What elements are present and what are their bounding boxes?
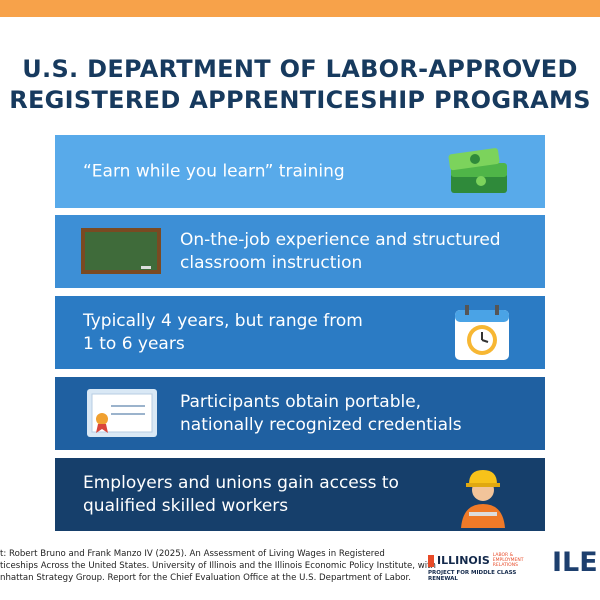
- worker-icon: [461, 470, 505, 528]
- logo-text: LABOR & EMPLOYMENT RELATIONS: [492, 553, 524, 568]
- item: “Earn while you learn” training: [55, 135, 545, 208]
- illinois-logo: ILLINOIS LABOR & EMPLOYMENT RELATIONS PR…: [428, 553, 538, 582]
- text-line: Typically 4 years, but range from: [83, 310, 363, 331]
- source-line: nhattan Strategy Group. Report for the C…: [0, 573, 412, 583]
- item-text: “Earn while you learn” training: [83, 160, 345, 183]
- text-line: 1 to 6 years: [83, 333, 185, 354]
- item-text: Employers and unions gain access to quali…: [83, 472, 399, 518]
- text-line: “Earn while you learn” training: [83, 161, 345, 181]
- title: U.S. DEPARTMENT OF LABOR-APPROVED REGIST…: [0, 54, 600, 116]
- source: t: Robert Bruno and Frank Manzo IV (2025…: [0, 548, 436, 584]
- text-line: nationally recognized credentials: [180, 414, 462, 435]
- text-line: qualified skilled workers: [83, 495, 289, 516]
- text-line: classroom instruction: [180, 252, 363, 273]
- text-line: Employers and unions gain access to: [83, 472, 399, 493]
- item-text: Typically 4 years, but range from 1 to 6 …: [83, 310, 363, 356]
- item-text: On-the-job experience and structured clas…: [180, 229, 501, 275]
- item: Employers and unions gain access to quali…: [55, 458, 545, 531]
- source-line: t: Robert Bruno and Frank Manzo IV (2025…: [0, 549, 385, 559]
- item: On-the-job experience and structured clas…: [55, 215, 545, 288]
- text-line: Participants obtain portable,: [180, 391, 422, 412]
- item-text: Participants obtain portable, nationally …: [180, 391, 462, 437]
- logo-text: PROJECT FOR MIDDLE CLASS RENEWAL: [428, 570, 517, 582]
- item: Typically 4 years, but range from 1 to 6 …: [55, 296, 545, 369]
- title-line: REGISTERED APPRENTICESHIP PROGRAMS: [9, 86, 591, 114]
- logo-text: ILLINOIS: [437, 554, 490, 567]
- source-line: ticeships Across the United States. Univ…: [0, 561, 436, 571]
- money-icon: [448, 148, 507, 193]
- chalkboard-icon: [81, 228, 161, 274]
- title-line: U.S. DEPARTMENT OF LABOR-APPROVED: [22, 55, 578, 83]
- certificate-icon: [87, 389, 157, 437]
- text-line: On-the-job experience and structured: [180, 229, 501, 250]
- item: Participants obtain portable, nationally …: [55, 377, 545, 450]
- ile-logo: ILE: [552, 547, 598, 578]
- top-bar: [0, 0, 600, 17]
- calendar-icon: [455, 305, 509, 360]
